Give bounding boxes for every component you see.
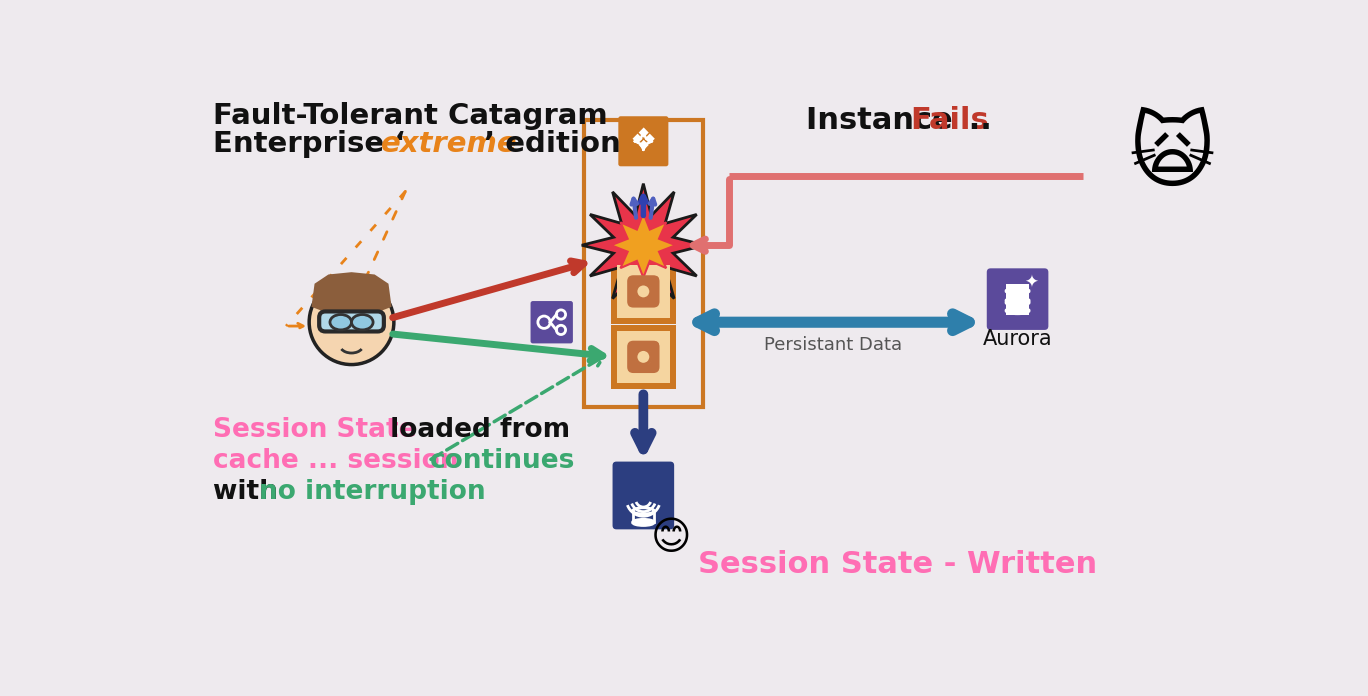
Text: 🙀: 🙀	[1129, 116, 1215, 197]
FancyBboxPatch shape	[627, 275, 659, 308]
Text: ✦: ✦	[1025, 273, 1038, 291]
FancyBboxPatch shape	[986, 269, 1048, 330]
Ellipse shape	[632, 519, 654, 525]
FancyBboxPatch shape	[627, 341, 659, 373]
Text: Enterprise ‘: Enterprise ‘	[213, 129, 405, 157]
Circle shape	[653, 276, 659, 282]
FancyBboxPatch shape	[617, 265, 669, 317]
FancyBboxPatch shape	[613, 461, 674, 530]
Text: ’ edition: ’ edition	[484, 129, 621, 157]
Circle shape	[309, 280, 394, 365]
FancyBboxPatch shape	[635, 283, 651, 300]
Text: with: with	[213, 479, 287, 505]
Text: Fails: Fails	[910, 106, 989, 135]
FancyBboxPatch shape	[531, 301, 573, 343]
Text: Session State - Written: Session State - Written	[698, 551, 1097, 579]
Text: extreme: extreme	[380, 129, 517, 157]
Ellipse shape	[330, 315, 352, 330]
Ellipse shape	[352, 315, 373, 330]
Polygon shape	[611, 213, 676, 278]
FancyBboxPatch shape	[319, 311, 384, 331]
Text: ❖: ❖	[629, 127, 657, 156]
Text: Instance: Instance	[806, 106, 963, 135]
Polygon shape	[581, 184, 705, 307]
Text: Persistant Data: Persistant Data	[763, 336, 902, 354]
Polygon shape	[312, 272, 391, 322]
Text: Aurora: Aurora	[982, 329, 1052, 349]
Text: ..: ..	[958, 106, 992, 135]
Text: Session State: Session State	[213, 417, 416, 443]
FancyBboxPatch shape	[611, 324, 676, 389]
Text: cache ... session: cache ... session	[213, 448, 468, 474]
Circle shape	[653, 342, 659, 347]
FancyBboxPatch shape	[611, 259, 676, 324]
FancyBboxPatch shape	[617, 331, 669, 383]
FancyBboxPatch shape	[1005, 284, 1029, 315]
Text: loaded from: loaded from	[380, 417, 570, 443]
Text: 😊: 😊	[651, 519, 691, 557]
Text: no interruption: no interruption	[259, 479, 486, 505]
Text: continues: continues	[430, 448, 576, 474]
Text: Fault-Tolerant Catagram: Fault-Tolerant Catagram	[213, 102, 607, 130]
FancyBboxPatch shape	[635, 349, 651, 365]
FancyBboxPatch shape	[618, 116, 669, 166]
Ellipse shape	[1005, 299, 1029, 306]
